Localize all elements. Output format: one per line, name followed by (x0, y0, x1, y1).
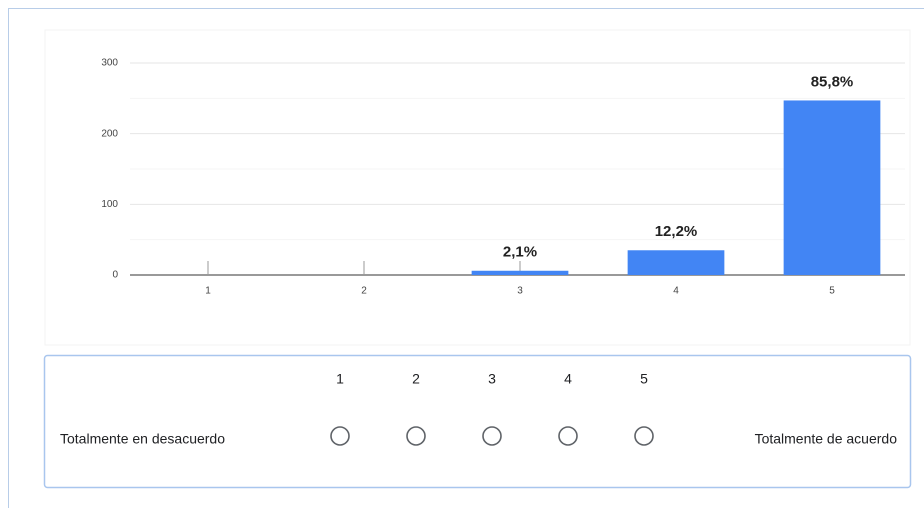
low-label: Totalmente en desacuerdo (60, 431, 225, 447)
data-label: 12,2% (655, 223, 698, 240)
bar (627, 250, 725, 275)
y-tick-label: 300 (101, 58, 118, 69)
linear-scale: Totalmente en desacuerdo Totalmente de a… (60, 371, 897, 447)
scale-number: 2 (412, 371, 420, 387)
x-tick-label: 3 (517, 286, 523, 297)
chart-card (44, 29, 911, 346)
x-tick-label: 1 (205, 286, 211, 297)
radio-button[interactable] (482, 426, 502, 446)
chart: 0 100 200 300 1 2 3 2,1% 4 12,2% 5 85,8% (101, 58, 905, 297)
bar (783, 100, 881, 275)
x-tick-label: 2 (361, 286, 367, 297)
data-label: 85,8% (811, 73, 854, 90)
radio-button[interactable] (406, 426, 426, 446)
data-label: 2,1% (503, 244, 537, 261)
radio-button[interactable] (558, 426, 578, 446)
scale-number: 5 (640, 371, 648, 387)
high-label: Totalmente de acuerdo (755, 431, 898, 447)
y-tick-label: 100 (101, 199, 118, 210)
scale-number: 1 (336, 371, 344, 387)
radio-button[interactable] (634, 426, 654, 446)
radio-button[interactable] (330, 426, 350, 446)
scale-number: 3 (488, 371, 496, 387)
scale-box (43, 354, 912, 489)
bar (471, 270, 569, 275)
y-tick-label: 200 (101, 128, 118, 139)
x-tick-label: 4 (673, 286, 679, 297)
y-tick-label: 0 (112, 270, 118, 281)
x-tick-label: 5 (829, 286, 835, 297)
scale-number: 4 (564, 371, 572, 387)
